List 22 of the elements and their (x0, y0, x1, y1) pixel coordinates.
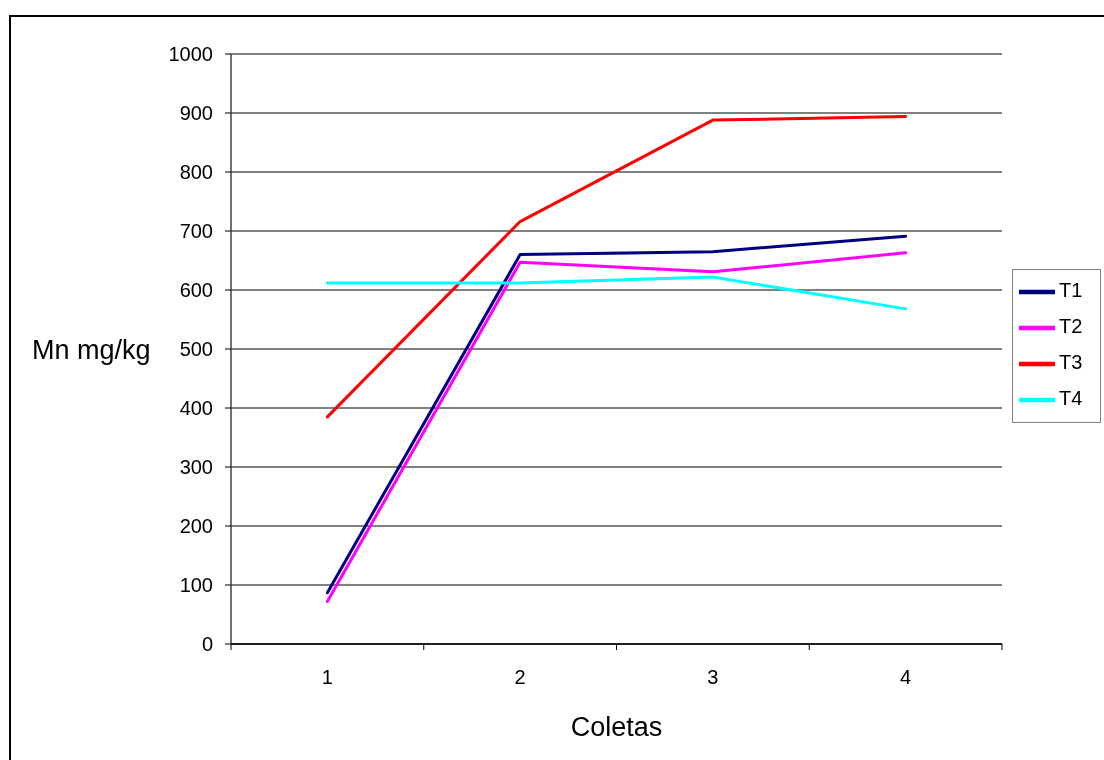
x-tick-label: 3 (707, 666, 719, 689)
legend-label: T4 (1059, 387, 1083, 410)
y-axis-title: Mn mg/kg (32, 334, 151, 365)
y-tick-label: 1000 (168, 43, 213, 66)
y-tick-label: 100 (179, 574, 213, 597)
y-tick-label: 500 (179, 338, 213, 361)
y-tick-label: 700 (179, 220, 213, 243)
y-tick-label: 800 (179, 161, 213, 184)
y-tick-label: 0 (201, 633, 213, 656)
x-axis-title: Coletas (570, 712, 663, 742)
x-tick-label: 2 (514, 666, 526, 689)
y-tick-label: 600 (179, 279, 213, 302)
x-tick-label: 1 (321, 666, 333, 689)
legend-label: T2 (1059, 315, 1083, 338)
legend-label: T1 (1059, 279, 1083, 302)
line-series (325, 115, 908, 419)
x-tick-label: 4 (900, 666, 912, 689)
y-tick-label: 300 (179, 456, 213, 479)
legend-label: T3 (1059, 351, 1083, 374)
y-tick-label: 900 (179, 102, 213, 125)
y-tick-label: 200 (179, 515, 213, 538)
y-tick-label: 400 (179, 397, 213, 420)
